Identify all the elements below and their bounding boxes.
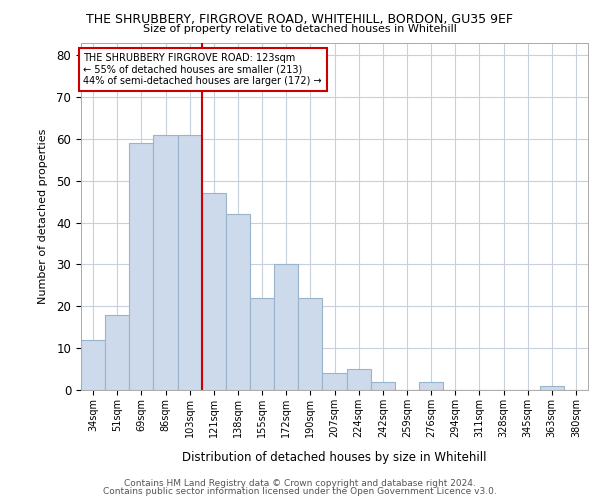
Bar bbox=[226, 214, 250, 390]
Bar bbox=[274, 264, 298, 390]
Text: Size of property relative to detached houses in Whitehill: Size of property relative to detached ho… bbox=[143, 24, 457, 34]
Bar bbox=[250, 298, 274, 390]
Bar bbox=[322, 374, 347, 390]
Bar bbox=[105, 314, 129, 390]
X-axis label: Distribution of detached houses by size in Whitehill: Distribution of detached houses by size … bbox=[182, 451, 487, 464]
Bar bbox=[178, 134, 202, 390]
Bar bbox=[540, 386, 564, 390]
Text: THE SHRUBBERY, FIRGROVE ROAD, WHITEHILL, BORDON, GU35 9EF: THE SHRUBBERY, FIRGROVE ROAD, WHITEHILL,… bbox=[86, 12, 514, 26]
Y-axis label: Number of detached properties: Number of detached properties bbox=[38, 128, 48, 304]
Text: Contains HM Land Registry data © Crown copyright and database right 2024.: Contains HM Land Registry data © Crown c… bbox=[124, 478, 476, 488]
Bar bbox=[81, 340, 105, 390]
Text: Contains public sector information licensed under the Open Government Licence v3: Contains public sector information licen… bbox=[103, 487, 497, 496]
Bar bbox=[298, 298, 322, 390]
Bar bbox=[154, 134, 178, 390]
Bar bbox=[347, 369, 371, 390]
Bar bbox=[371, 382, 395, 390]
Bar bbox=[129, 143, 154, 390]
Text: THE SHRUBBERY FIRGROVE ROAD: 123sqm
← 55% of detached houses are smaller (213)
4: THE SHRUBBERY FIRGROVE ROAD: 123sqm ← 55… bbox=[83, 53, 322, 86]
Bar bbox=[419, 382, 443, 390]
Bar bbox=[202, 193, 226, 390]
